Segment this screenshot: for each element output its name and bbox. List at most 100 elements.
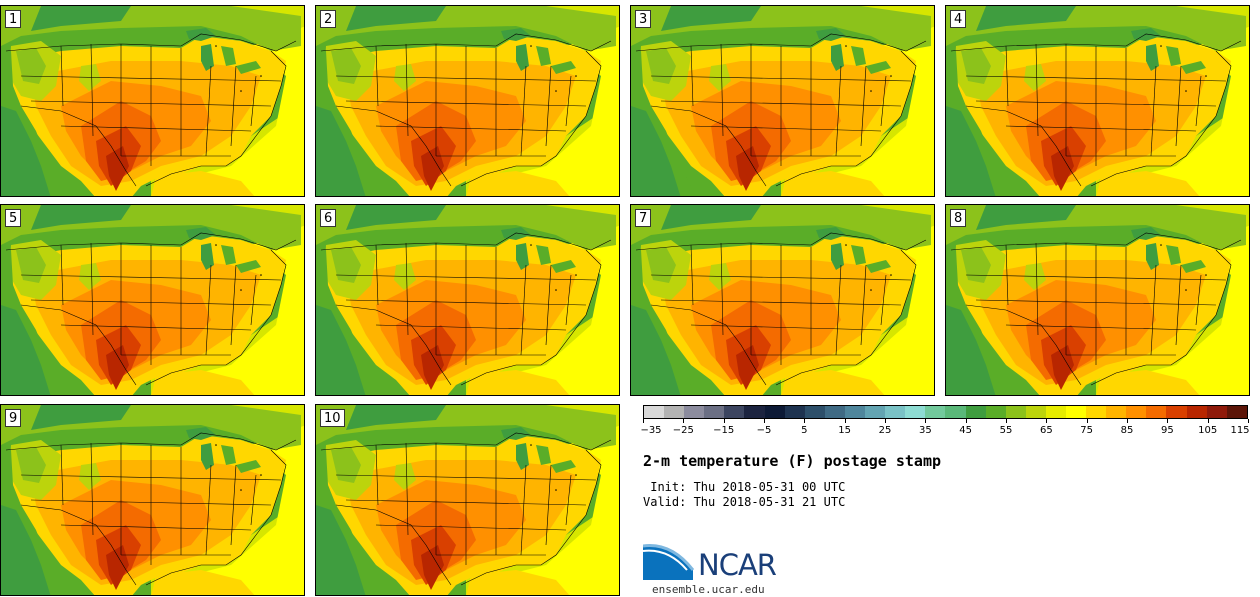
colorbar-tick bbox=[723, 419, 725, 423]
colorbar-tick bbox=[1046, 419, 1048, 423]
init-time: Init: Thu 2018-05-31 00 UTC bbox=[643, 480, 846, 494]
ensemble-member-map-7[interactable]: 7 bbox=[630, 204, 935, 396]
member-label: 7 bbox=[635, 209, 652, 227]
colorbar-tick-label: 85 bbox=[1120, 425, 1134, 436]
ensemble-member-map-5[interactable]: 5 bbox=[0, 204, 305, 396]
temperature-map bbox=[1, 405, 305, 596]
colorbar-swatch bbox=[1226, 406, 1247, 418]
colorbar-swatch bbox=[1005, 406, 1026, 418]
colorbar-swatch bbox=[664, 406, 685, 418]
colorbar-tick-label: 5 bbox=[801, 425, 808, 436]
temperature-map bbox=[946, 205, 1250, 396]
colorbar-tick bbox=[925, 419, 927, 423]
colorbar-swatch bbox=[1106, 406, 1127, 418]
colorbar-tick-label: −35 bbox=[640, 425, 662, 436]
ensemble-member-map-2[interactable]: 2 bbox=[315, 5, 620, 197]
colorbar-swatch bbox=[1025, 406, 1046, 418]
ensemble-member-map-9[interactable]: 9 bbox=[0, 404, 305, 596]
colorbar-swatch bbox=[945, 406, 966, 418]
temperature-colorbar bbox=[643, 405, 1248, 419]
colorbar-tick-label: 115 bbox=[1230, 425, 1250, 436]
colorbar-tick-label: 105 bbox=[1198, 425, 1218, 436]
ensemble-member-map-1[interactable]: 1 bbox=[0, 5, 305, 197]
colorbar-swatch bbox=[1166, 406, 1187, 418]
colorbar-tick bbox=[1086, 419, 1088, 423]
temperature-map bbox=[631, 6, 935, 197]
colorbar-tick-label: 75 bbox=[1080, 425, 1094, 436]
colorbar-tick-label: −15 bbox=[713, 425, 735, 436]
temperature-map bbox=[316, 6, 620, 197]
colorbar-swatch bbox=[905, 406, 926, 418]
colorbar-tick-label: 15 bbox=[838, 425, 852, 436]
colorbar-tick bbox=[643, 419, 644, 423]
colorbar-tick-label: 65 bbox=[1039, 425, 1053, 436]
colorbar-tick bbox=[885, 419, 886, 423]
member-label: 5 bbox=[5, 209, 22, 227]
colorbar-swatch bbox=[1146, 406, 1167, 418]
colorbar-swatch bbox=[704, 406, 725, 418]
colorbar-tick bbox=[804, 419, 806, 423]
colorbar-swatch bbox=[885, 406, 906, 418]
colorbar-tick bbox=[965, 419, 967, 423]
colorbar-swatch bbox=[644, 406, 665, 418]
colorbar-tick-label: 35 bbox=[918, 425, 932, 436]
colorbar-tick bbox=[1207, 419, 1209, 423]
ncar-logo-text: NCAR bbox=[698, 548, 777, 582]
temperature-map bbox=[316, 405, 620, 596]
member-label: 9 bbox=[5, 409, 22, 427]
colorbar-swatch bbox=[1126, 406, 1147, 418]
colorbar-swatch bbox=[804, 406, 825, 418]
colorbar-swatch bbox=[844, 406, 866, 418]
member-label: 10 bbox=[320, 409, 345, 427]
ncar-logo-icon[interactable] bbox=[643, 540, 793, 582]
temperature-map bbox=[316, 205, 620, 396]
colorbar-swatch bbox=[865, 406, 886, 418]
colorbar-swatch bbox=[824, 406, 845, 418]
colorbar-tick bbox=[764, 419, 765, 423]
temperature-map bbox=[1, 6, 305, 197]
colorbar-swatch bbox=[724, 406, 745, 418]
colorbar-swatch bbox=[784, 406, 805, 418]
colorbar-swatch bbox=[925, 406, 946, 418]
colorbar-swatch bbox=[1045, 406, 1066, 418]
chart-title: 2-m temperature (F) postage stamp bbox=[643, 452, 942, 470]
colorbar-swatch bbox=[684, 406, 705, 418]
colorbar-swatch bbox=[1186, 406, 1207, 418]
member-label: 3 bbox=[635, 10, 652, 28]
colorbar-tick bbox=[1167, 419, 1169, 423]
member-label: 4 bbox=[950, 10, 967, 28]
ensemble-member-map-8[interactable]: 8 bbox=[945, 204, 1250, 396]
colorbar-tick bbox=[683, 419, 685, 423]
colorbar-tick-label: 45 bbox=[959, 425, 973, 436]
colorbar-tick-label: −5 bbox=[756, 425, 772, 436]
member-label: 8 bbox=[950, 209, 967, 227]
colorbar-swatch bbox=[744, 406, 765, 418]
ensemble-member-map-6[interactable]: 6 bbox=[315, 204, 620, 396]
temperature-map bbox=[1, 205, 305, 396]
colorbar-tick-label: 95 bbox=[1160, 425, 1174, 436]
colorbar-swatch bbox=[764, 406, 785, 418]
colorbar-tick bbox=[1006, 419, 1007, 423]
colorbar-swatch bbox=[1206, 406, 1227, 418]
ensemble-member-map-10[interactable]: 10 bbox=[315, 404, 620, 596]
colorbar-tick bbox=[1127, 419, 1128, 423]
colorbar-tick bbox=[844, 419, 846, 423]
colorbar-swatch bbox=[965, 406, 986, 418]
valid-time: Valid: Thu 2018-05-31 21 UTC bbox=[643, 495, 846, 509]
site-url[interactable]: ensemble.ucar.edu bbox=[652, 583, 765, 596]
colorbar-tick-label: 25 bbox=[878, 425, 892, 436]
colorbar-swatch bbox=[1086, 406, 1107, 418]
ensemble-member-map-3[interactable]: 3 bbox=[630, 5, 935, 197]
colorbar-swatch bbox=[985, 406, 1006, 418]
member-label: 1 bbox=[5, 10, 22, 28]
colorbar-tick-label: −25 bbox=[672, 425, 694, 436]
colorbar-swatch bbox=[1065, 406, 1087, 418]
member-label: 2 bbox=[320, 10, 337, 28]
ensemble-member-map-4[interactable]: 4 bbox=[945, 5, 1250, 197]
colorbar-tick bbox=[1248, 419, 1249, 423]
colorbar-ticks: −35 −25 −15 −5 5 15 25 35 45 55 65 75 85 95 105 115 bbox=[640, 419, 1250, 439]
temperature-map bbox=[946, 6, 1250, 197]
temperature-map bbox=[631, 205, 935, 396]
member-label: 6 bbox=[320, 209, 337, 227]
colorbar-tick-label: 55 bbox=[999, 425, 1013, 436]
